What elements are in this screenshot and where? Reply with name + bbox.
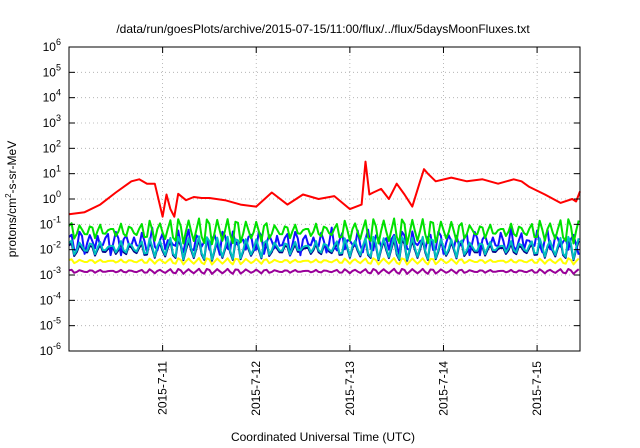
y-tick-label: 102: [43, 138, 61, 155]
y-tick-label: 103: [43, 113, 61, 130]
y-tick-label-base: 10: [40, 268, 54, 282]
y-tick-label: 106: [43, 37, 61, 54]
y-tick-label-exp: -1: [53, 214, 61, 224]
x-tick-label: 2015-7-12: [249, 361, 263, 416]
y-tick-label-exp: -2: [53, 240, 61, 250]
y-tick-label-exp: -3: [53, 265, 61, 275]
series-line: [68, 217, 580, 246]
y-tick-label-exp: -4: [53, 290, 61, 300]
y-tick-label-exp: 3: [56, 113, 61, 123]
y-tick-label: 100: [43, 189, 61, 206]
series-line: [68, 267, 580, 275]
y-tick-label-base: 10: [43, 141, 57, 155]
y-tick-label: 10-4: [40, 290, 61, 307]
y-axis-label-sup: 2: [4, 193, 13, 198]
y-tick-label: 105: [43, 62, 61, 79]
series-line: [68, 235, 580, 261]
grid-lines: [69, 47, 580, 351]
y-tick-label-exp: 4: [56, 88, 61, 98]
series-group: [68, 160, 581, 275]
chart-title: /data/run/goesPlots/archive/2015-07-15/1…: [116, 22, 530, 36]
y-axis-label-prefix: protons/cm: [5, 198, 19, 257]
x-axis-label: Coordinated Universal Time (UTC): [231, 430, 415, 444]
y-tick-label-base: 10: [43, 167, 57, 181]
y-tick-label-exp: 2: [56, 138, 61, 148]
x-axis: 2015-7-11 2015-7-12 2015-7-13 2015-7-14 2015…: [156, 47, 544, 416]
y-tick-label: 10-1: [40, 214, 61, 231]
y-tick-label-base: 10: [40, 217, 54, 231]
y-tick-label-base: 10: [40, 344, 54, 358]
y-tick-label: 104: [43, 88, 61, 105]
y-tick-label: 10-6: [40, 341, 61, 358]
y-tick-label-base: 10: [43, 192, 57, 206]
y-tick-label: 10-5: [40, 316, 61, 333]
y-tick-label-exp: 0: [56, 189, 61, 199]
y-tick-label-exp: -5: [53, 316, 61, 326]
series-line: [68, 257, 580, 266]
y-tick-label-exp: 1: [56, 164, 61, 174]
y-tick-label-base: 10: [40, 319, 54, 333]
x-tick-label: 2015-7-15: [530, 361, 544, 416]
y-tick-label-base: 10: [40, 293, 54, 307]
y-tick-label-base: 10: [40, 243, 54, 257]
y-tick-label-exp: 5: [56, 62, 61, 72]
series-line: [68, 160, 581, 218]
y-tick-label: 10-2: [40, 240, 61, 257]
y-axis: 10-610-510-410-310-210-11001011021031041…: [40, 37, 580, 358]
y-tick-label-base: 10: [43, 40, 57, 54]
y-tick-label: 101: [43, 164, 61, 181]
y-tick-label-base: 10: [43, 91, 57, 105]
y-tick-label-base: 10: [43, 65, 57, 79]
series-line: [68, 226, 580, 257]
y-tick-label-exp: -6: [53, 341, 61, 351]
y-tick-label-base: 10: [43, 116, 57, 130]
x-tick-label: 2015-7-13: [343, 361, 357, 416]
y-tick-label-exp: 6: [56, 37, 61, 47]
x-tick-label: 2015-7-11: [156, 361, 170, 415]
x-tick-label: 2015-7-14: [436, 361, 450, 416]
y-axis-label: protons/cm2-s-sr-MeV: [4, 141, 19, 257]
y-axis-label-suffix: -s-sr-MeV: [5, 141, 19, 194]
y-tick-label: 10-3: [40, 265, 61, 282]
